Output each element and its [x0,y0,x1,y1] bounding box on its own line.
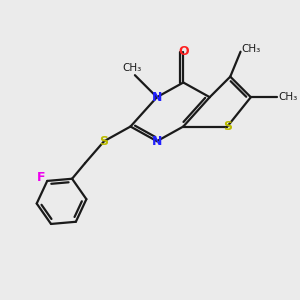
Text: N: N [152,135,162,148]
Text: S: S [223,120,232,133]
Text: O: O [178,45,189,58]
Text: F: F [37,172,45,184]
Text: N: N [152,91,162,104]
Text: CH₃: CH₃ [122,63,142,73]
Text: CH₃: CH₃ [241,44,260,54]
Text: CH₃: CH₃ [279,92,298,102]
Text: S: S [100,135,109,148]
